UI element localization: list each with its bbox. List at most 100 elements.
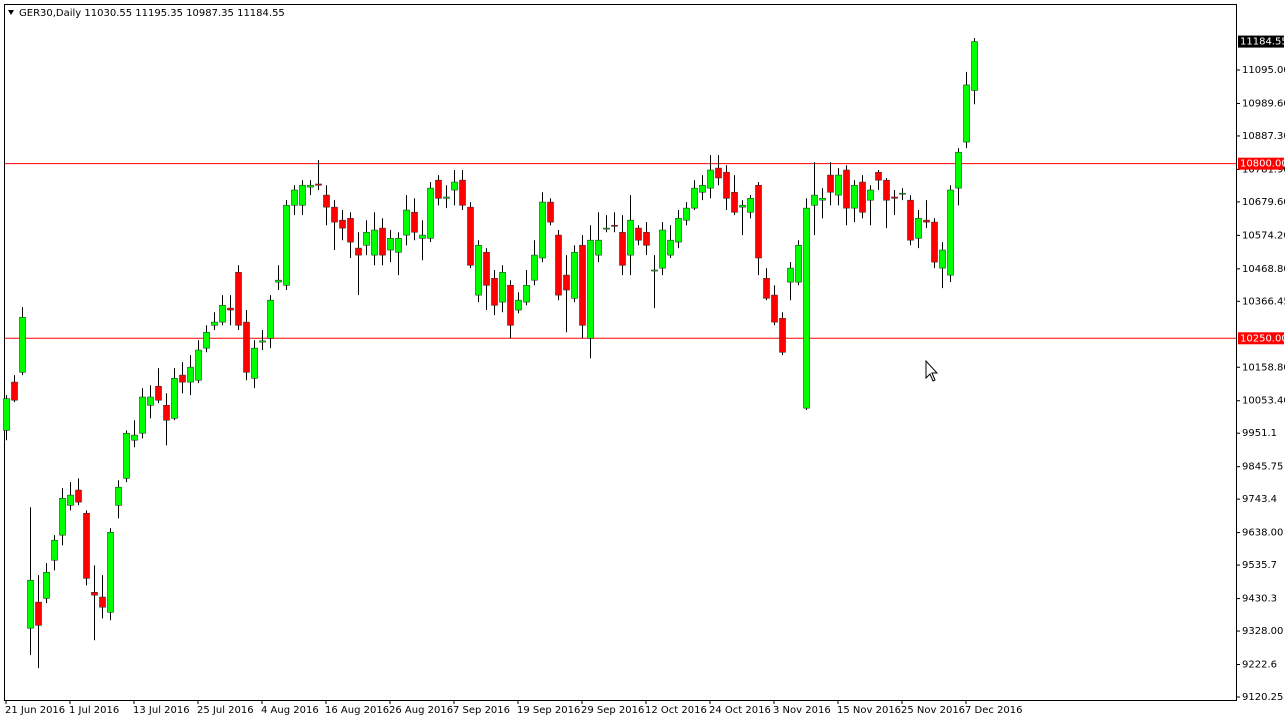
candle-body bbox=[51, 539, 58, 561]
candle-body bbox=[827, 174, 834, 193]
candle-body bbox=[603, 227, 610, 230]
candle-body bbox=[267, 299, 274, 339]
y-tick-label: 10887.30 bbox=[1242, 131, 1285, 142]
candle-body bbox=[771, 294, 778, 323]
x-tick-label: 7 Dec 2016 bbox=[965, 705, 1023, 716]
candle-body bbox=[3, 398, 10, 431]
candle-body bbox=[731, 191, 738, 213]
plot-frame bbox=[4, 4, 1237, 701]
candle-body bbox=[715, 167, 722, 179]
y-tick-label: 9638.00 bbox=[1242, 528, 1283, 539]
x-tick-label: 21 Jun 2016 bbox=[5, 705, 65, 716]
x-tick-label: 16 Aug 2016 bbox=[325, 705, 389, 716]
candle-body bbox=[595, 239, 602, 256]
candle-body bbox=[75, 489, 82, 503]
x-tick-label: 29 Sep 2016 bbox=[581, 705, 644, 716]
candle-body bbox=[843, 169, 850, 209]
y-tick-label: 10468.80 bbox=[1242, 264, 1285, 275]
y-tick-label: 10989.60 bbox=[1242, 98, 1285, 109]
x-tick-label: 4 Aug 2016 bbox=[261, 705, 319, 716]
candle-body bbox=[891, 196, 898, 199]
candle-body bbox=[315, 183, 322, 186]
candle-body bbox=[675, 217, 682, 243]
candle-body bbox=[339, 219, 346, 229]
candle-body bbox=[491, 277, 498, 306]
chart-title: GER30,Daily 11030.55 11195.35 10987.35 1… bbox=[19, 8, 285, 19]
candle-body bbox=[971, 41, 978, 91]
candle-body bbox=[163, 404, 170, 421]
candle-body bbox=[283, 204, 290, 286]
candle-body bbox=[291, 189, 298, 206]
candle-body bbox=[579, 244, 586, 326]
candle-body bbox=[755, 184, 762, 259]
candle-body bbox=[723, 171, 730, 199]
candle-body bbox=[379, 227, 386, 256]
candle-body bbox=[171, 378, 178, 419]
candle-body bbox=[243, 321, 250, 373]
candle-body bbox=[483, 251, 490, 286]
candle-body bbox=[67, 494, 74, 506]
y-tick-label: 9743.4 bbox=[1242, 494, 1277, 505]
candle-body bbox=[803, 207, 810, 409]
level-label-box bbox=[1238, 332, 1284, 345]
candle-body bbox=[523, 284, 530, 303]
candle-body bbox=[131, 434, 138, 441]
x-tick-label: 12 Oct 2016 bbox=[645, 705, 707, 716]
candle-body bbox=[451, 181, 458, 191]
y-tick-label: 10679.60 bbox=[1242, 197, 1285, 208]
y-tick-label: 9222.6 bbox=[1242, 660, 1277, 671]
candle-body bbox=[179, 374, 186, 383]
candle-body bbox=[403, 209, 410, 236]
x-tick-label: 13 Jul 2016 bbox=[133, 705, 190, 716]
candle-body bbox=[867, 189, 874, 201]
y-tick-label: 10574.20 bbox=[1242, 230, 1285, 241]
candle-body bbox=[691, 187, 698, 209]
candle-body bbox=[883, 179, 890, 201]
candle-body bbox=[763, 277, 770, 299]
candle-body bbox=[251, 347, 258, 379]
candle-body bbox=[347, 217, 354, 243]
candle-body bbox=[187, 366, 194, 383]
candle-body bbox=[947, 189, 954, 276]
y-tick-label: 9951.1 bbox=[1242, 428, 1277, 439]
candle-body bbox=[307, 184, 314, 188]
candle-body bbox=[395, 237, 402, 253]
candle-body bbox=[739, 204, 746, 208]
y-tick-label: 10158.80 bbox=[1242, 362, 1285, 373]
candle-body bbox=[515, 299, 522, 311]
candle-body bbox=[931, 221, 938, 263]
y-tick-label: 9845.75 bbox=[1242, 462, 1283, 473]
candle-body bbox=[659, 229, 666, 269]
candle-body bbox=[435, 179, 442, 199]
candle-body bbox=[587, 239, 594, 339]
candle-body bbox=[555, 234, 562, 296]
x-tick-label: 7 Sep 2016 bbox=[453, 705, 510, 716]
candle-body bbox=[467, 206, 474, 266]
candle-body bbox=[619, 231, 626, 266]
candle-body bbox=[955, 151, 962, 189]
candle-body bbox=[539, 201, 546, 259]
candle-body bbox=[371, 229, 378, 256]
price-label: 11184.55 bbox=[1240, 37, 1285, 48]
candle-body bbox=[107, 531, 114, 613]
x-tick-label: 26 Aug 2016 bbox=[389, 705, 453, 716]
candle-body bbox=[99, 596, 106, 608]
candle-body bbox=[427, 187, 434, 239]
y-tick-label: 10053.40 bbox=[1242, 396, 1285, 407]
candle-body bbox=[203, 331, 210, 349]
candle-body bbox=[147, 396, 154, 406]
candle-body bbox=[811, 194, 818, 206]
x-tick-label: 25 Jul 2016 bbox=[197, 705, 254, 716]
candle-body bbox=[323, 194, 330, 208]
candle-body bbox=[419, 234, 426, 239]
menu-triangle[interactable] bbox=[8, 10, 14, 15]
price-label-box bbox=[1238, 35, 1284, 48]
y-tick-label: 9535.7 bbox=[1242, 560, 1277, 571]
candle-body bbox=[819, 197, 826, 201]
candle-body bbox=[43, 571, 50, 599]
candle-body bbox=[475, 244, 482, 296]
candle-body bbox=[331, 206, 338, 223]
candle-body bbox=[355, 247, 362, 256]
